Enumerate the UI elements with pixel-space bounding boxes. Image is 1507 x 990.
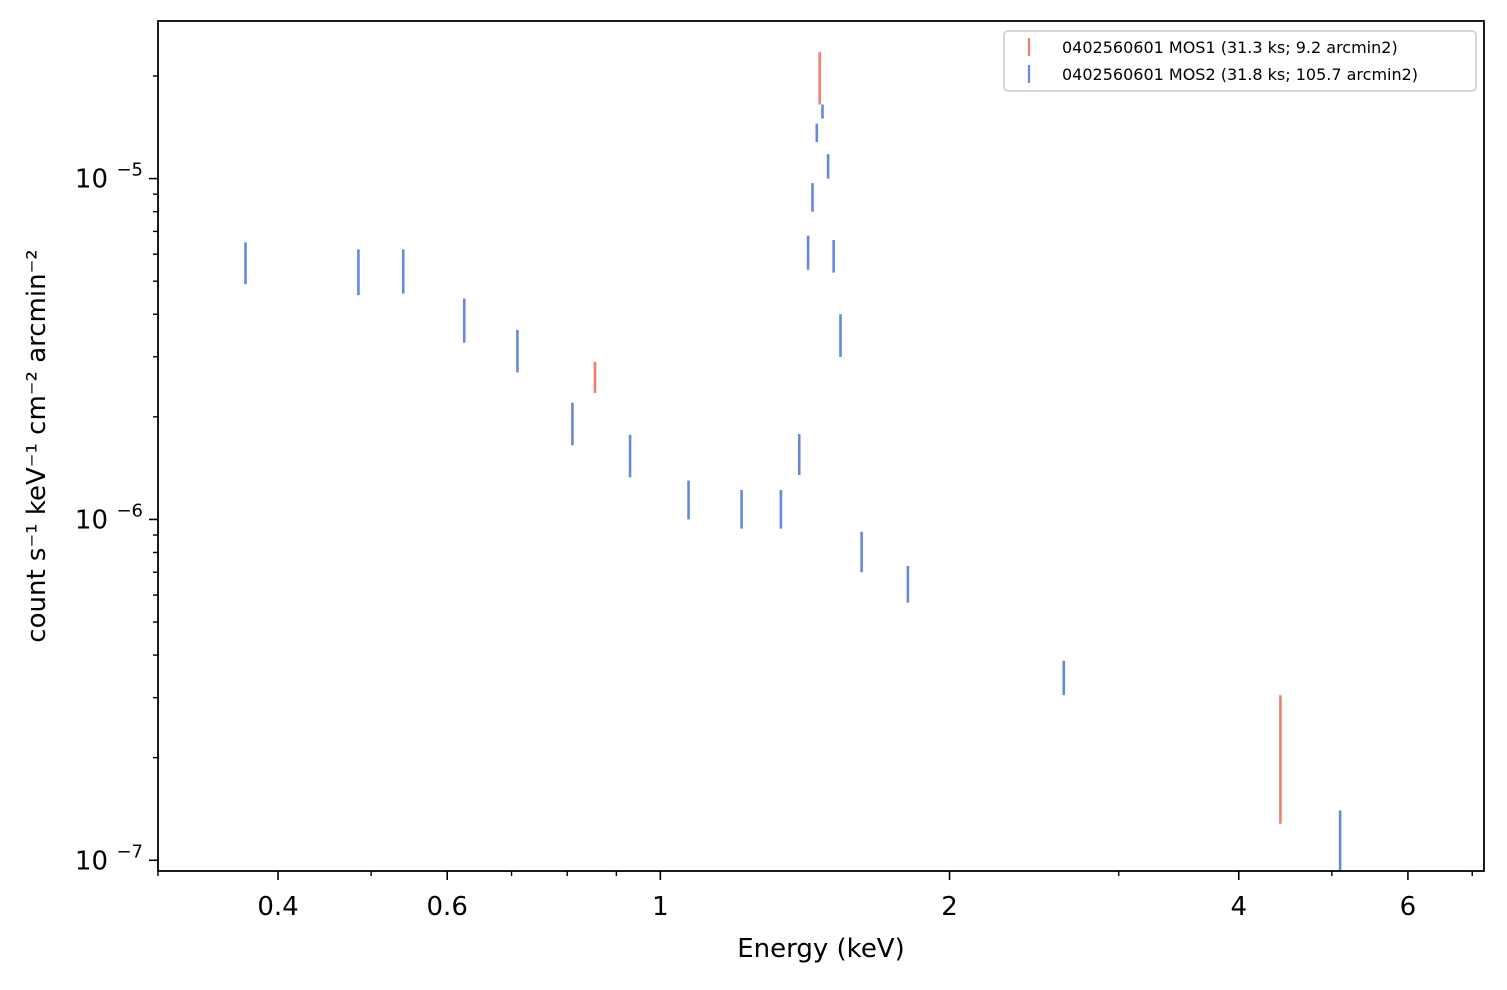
legend: 0402560601 MOS1 (31.3 ks; 9.2 arcmin2) 04… [1003, 30, 1477, 92]
x-tick-label: 0.6 [427, 892, 468, 922]
y-tick-exponent: −6 [116, 500, 143, 521]
x-tick-label: 6 [1400, 892, 1417, 922]
legend-label: 0402560601 MOS1 (31.3 ks; 9.2 arcmin2) [1062, 38, 1398, 57]
y-tick-exponent: −5 [116, 160, 143, 181]
y-tick-exponent: −7 [116, 841, 143, 862]
y-tick-label: 10 [75, 846, 108, 876]
series-1 [593, 52, 1282, 824]
plot-area [244, 52, 1342, 871]
x-tick-label: 1 [652, 892, 669, 922]
x-tick-label: 2 [941, 892, 958, 922]
x-axis: 0.4 0.6 1 2 4 6 [157, 871, 1473, 922]
y-tick-label: 10 [75, 505, 108, 535]
legend-label: 0402560601 MOS2 (31.8 ks; 105.7 arcmin2) [1062, 65, 1418, 84]
axes-frame [157, 20, 1485, 872]
y-tick-label: 10 [75, 165, 108, 195]
legend-box [1003, 30, 1477, 92]
x-axis-label: Energy (keV) [737, 934, 905, 964]
y-axis-label: count s⁻¹ keV⁻¹ cm⁻² arcmin⁻² [22, 249, 52, 642]
x-tick-label: 4 [1230, 892, 1247, 922]
y-axis: 10 −7 10 −6 10 −5 [75, 75, 158, 876]
x-tick-label: 0.4 [257, 892, 298, 922]
series-2 [244, 104, 1342, 871]
